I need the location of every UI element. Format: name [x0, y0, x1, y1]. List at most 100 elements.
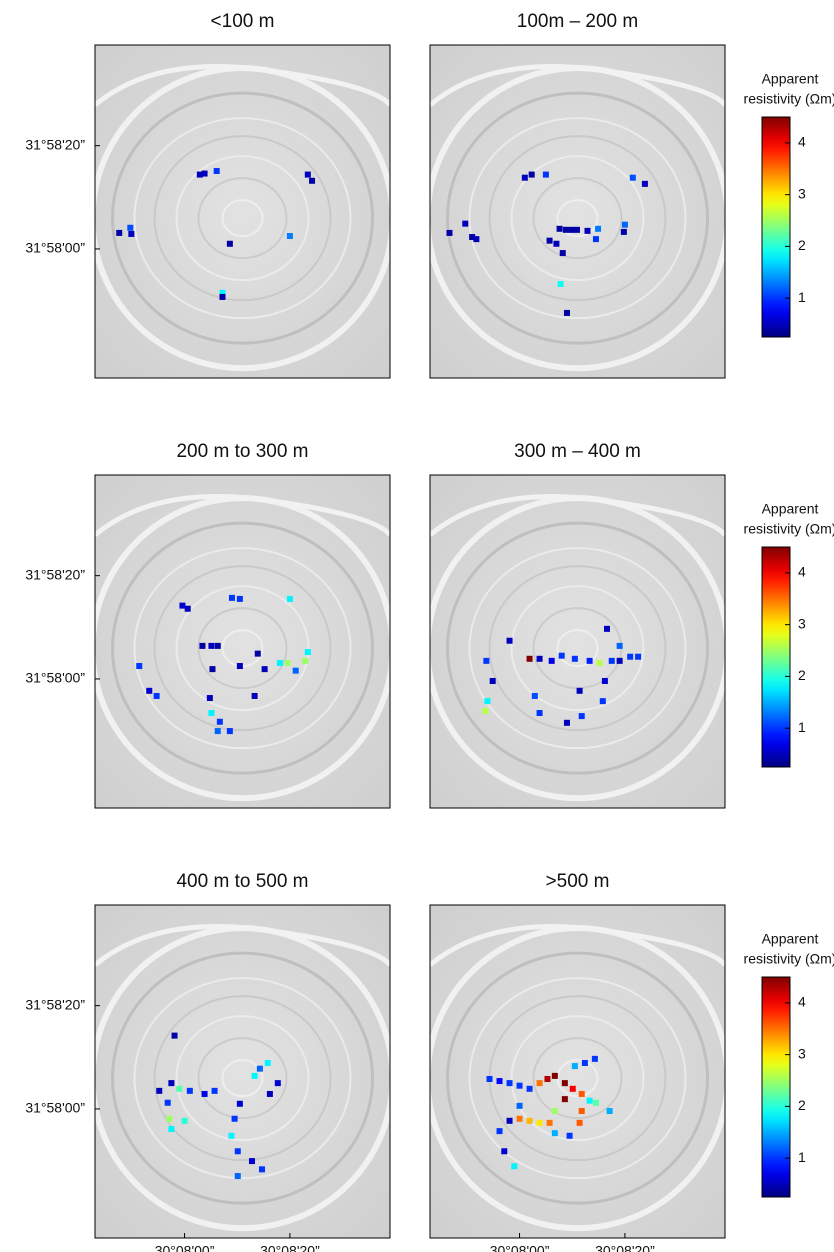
data-point [277, 660, 283, 666]
data-point [517, 1116, 523, 1122]
data-point [522, 175, 528, 181]
data-point [252, 693, 258, 699]
colorbar-tick-label: 4 [798, 134, 806, 150]
data-point [517, 1103, 523, 1109]
data-point [552, 1130, 558, 1136]
data-point [275, 1080, 281, 1086]
data-point [567, 1133, 573, 1139]
data-point [462, 221, 468, 227]
panel-title: 100m – 200 m [517, 11, 638, 32]
data-point [182, 1118, 188, 1124]
data-point [517, 1083, 523, 1089]
data-point [235, 1173, 241, 1179]
data-point [552, 1108, 558, 1114]
colorbar-tick-label: 3 [798, 185, 806, 201]
x-tick-label: 30°08'20” [260, 1243, 320, 1252]
data-point [127, 225, 133, 231]
data-point [208, 710, 214, 716]
data-point [585, 228, 591, 234]
data-point [168, 1126, 174, 1132]
data-point [483, 658, 489, 664]
colorbar-title: resistivity (Ωm) [744, 951, 834, 967]
data-point [595, 226, 601, 232]
data-point [262, 666, 268, 672]
colorbar-title: Apparent [762, 501, 819, 517]
data-point [593, 1100, 599, 1106]
data-point [215, 643, 221, 649]
y-tick-label: 31°58'00” [25, 670, 85, 686]
data-point [501, 1148, 507, 1154]
data-point [527, 1086, 533, 1092]
data-point [202, 1091, 208, 1097]
colorbar [762, 547, 790, 767]
data-point [232, 1116, 238, 1122]
data-point [572, 656, 578, 662]
data-point [305, 172, 311, 178]
data-point [557, 226, 563, 232]
data-point [228, 1133, 234, 1139]
x-tick-label: 30°08'20” [595, 1243, 655, 1252]
data-point [621, 229, 627, 235]
data-point [593, 236, 599, 242]
data-point [166, 1116, 172, 1122]
data-point [497, 1078, 503, 1084]
data-point [305, 649, 311, 655]
colorbar-tick-label: 1 [798, 719, 806, 735]
data-point [587, 658, 593, 664]
data-point [207, 695, 213, 701]
data-point [287, 233, 293, 239]
data-point [553, 241, 559, 247]
data-point [257, 1066, 263, 1072]
y-tick-label: 31°58'20” [25, 996, 85, 1012]
data-point [529, 172, 535, 178]
data-point [607, 1108, 613, 1114]
figure: <100 m 31°58'20” 31°58'00” 100m – 200 m Appa… [0, 0, 834, 1252]
data-point [249, 1158, 255, 1164]
data-point [215, 728, 221, 734]
data-point [559, 653, 565, 659]
data-point [484, 698, 490, 704]
data-point [609, 658, 615, 664]
data-point [227, 241, 233, 247]
data-point [564, 720, 570, 726]
data-point [549, 658, 555, 664]
y-tick-label: 31°58'00” [25, 1100, 85, 1116]
data-point [574, 227, 580, 233]
data-point [255, 651, 261, 657]
data-point [582, 1060, 588, 1066]
data-point [136, 663, 142, 669]
colorbar [762, 977, 790, 1197]
colorbar-tick-label: 4 [798, 994, 806, 1010]
data-point [214, 168, 220, 174]
data-point [527, 656, 533, 662]
data-point [563, 227, 569, 233]
data-point [187, 1088, 193, 1094]
data-point [547, 1120, 553, 1126]
data-point [579, 1091, 585, 1097]
panel-title: <100 m [211, 11, 275, 32]
data-point [212, 1088, 218, 1094]
data-point [208, 643, 214, 649]
data-point [209, 666, 215, 672]
data-point [642, 181, 648, 187]
data-point [507, 638, 513, 644]
colorbar-title: resistivity (Ωm) [744, 91, 834, 107]
data-point [185, 606, 191, 612]
data-point [627, 654, 633, 660]
data-point [537, 656, 543, 662]
data-point [202, 171, 208, 177]
data-point [507, 1118, 513, 1124]
data-point [572, 1063, 578, 1069]
data-point [252, 1073, 258, 1079]
data-point [179, 603, 185, 609]
data-point [172, 1033, 178, 1039]
data-point [532, 693, 538, 699]
data-point [564, 310, 570, 316]
data-point [309, 178, 315, 184]
panel-title: 200 m to 300 m [176, 441, 308, 462]
data-point [622, 222, 628, 228]
data-point [579, 1108, 585, 1114]
map-background [93, 475, 393, 808]
data-point [302, 658, 308, 664]
data-point [544, 1076, 550, 1082]
